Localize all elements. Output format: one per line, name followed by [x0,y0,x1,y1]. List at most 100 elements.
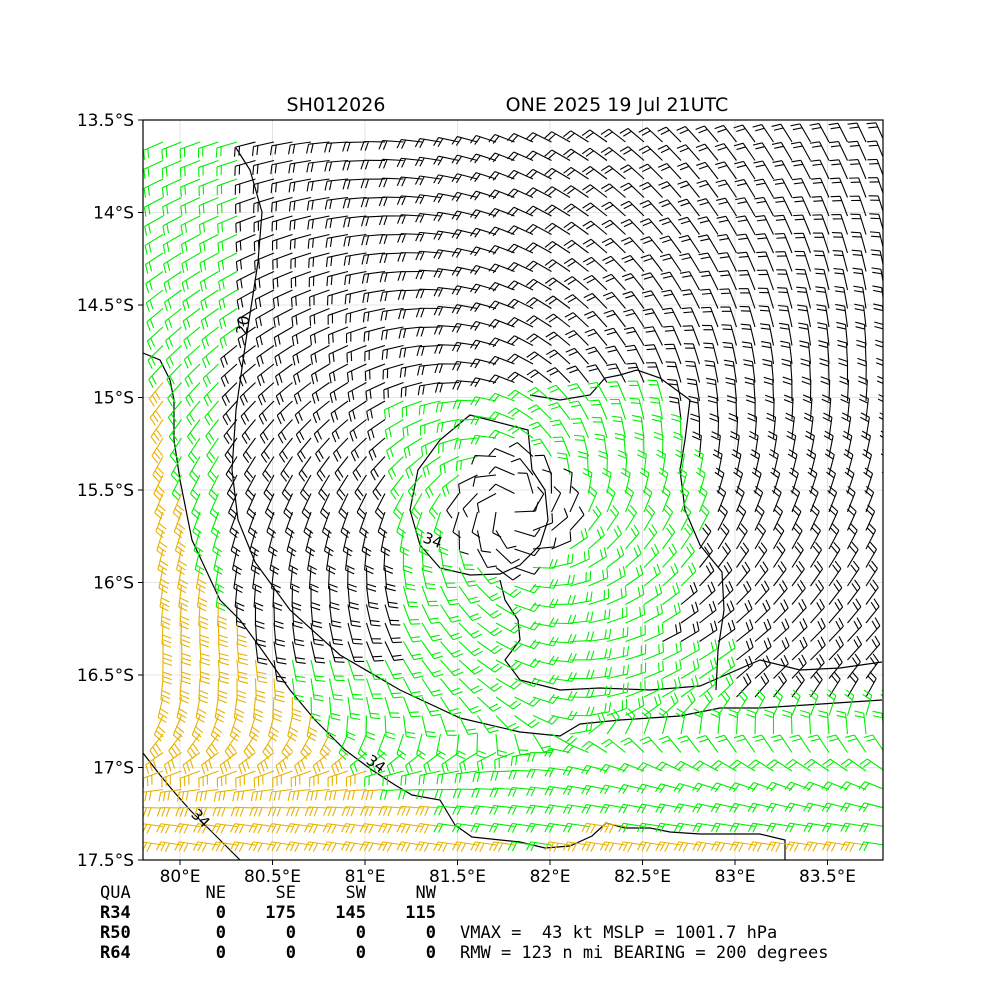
wind-barb [563,258,589,272]
wind-barb [786,430,797,457]
wind-barb [361,233,386,246]
wind-barb [180,622,191,648]
wind-barb [680,640,700,661]
wind-barb [799,340,812,365]
wind-barb [602,291,626,309]
wind-barb [341,806,367,817]
wind-barb [199,641,211,666]
wind-barb [676,125,700,143]
wind-barb [266,511,277,539]
wind-barb [681,307,701,328]
x-tick-label: 82°E [530,867,571,887]
wind-barb [863,859,865,860]
wind-barb [885,636,898,660]
radius-cell: 175 [265,903,296,923]
wind-barb [643,660,664,680]
wind-barb [359,511,369,539]
wind-barb [629,397,645,420]
wind-barb [342,159,367,171]
wind-barb [365,604,381,627]
wind-barb [525,132,552,143]
radius-cell: 145 [335,903,366,923]
wind-barb [625,564,644,587]
wind-barb [187,419,201,445]
wind-barb [230,806,256,817]
wind-barb [514,715,540,729]
wind-barb [858,802,883,813]
wind-barb [458,530,469,555]
wind-barb [855,321,867,346]
wind-barb [771,859,773,860]
wind-barb [152,456,164,483]
wind-barb [824,449,835,476]
radius-cell: 115 [405,903,436,923]
wind-barb [532,486,545,513]
wind-barb [582,184,608,198]
wind-barb [717,673,734,698]
wind-barb [526,333,552,346]
wind-barb [233,567,244,594]
wind-barb [588,547,607,568]
wind-barb [880,689,883,697]
wind-barb [288,178,312,193]
wind-barb [360,196,386,208]
wind-barb [784,802,811,813]
wind-barb [201,752,219,775]
wind-barb [859,758,883,771]
wind-barb [836,710,849,735]
wind-barb [451,841,478,852]
wind-barb [470,805,497,816]
wind-barb [293,363,312,385]
wind-barb [180,215,201,235]
wind-barb [601,467,612,494]
wind-barb [168,419,182,445]
wind-barb [177,567,188,594]
wind-barb [662,307,682,328]
wind-barb [471,455,497,465]
wind-barb [753,485,764,513]
wind-barb [733,142,756,161]
wind-barb [162,659,173,685]
wind-barb [777,287,793,309]
wind-barb [436,418,460,433]
wind-barb [526,351,552,365]
wind-barb [849,177,867,198]
contour-20 [231,147,883,737]
wind-barb [327,326,349,345]
wind-barb [151,437,164,464]
wind-barb [304,823,330,834]
wind-barb [569,720,593,735]
wind-barb [310,641,326,664]
wind-barb [488,374,515,385]
wind-barb [356,493,367,520]
wind-barb [252,696,264,723]
wind-barb [752,734,774,753]
wind-barb [643,623,664,643]
wind-barb [143,197,164,217]
wind-barb [644,344,664,365]
wind-barb [377,823,404,834]
wind-barb [625,605,646,624]
wind-barb [168,733,182,759]
wind-barb [736,523,748,550]
wind-barb [733,124,756,143]
wind-barb [439,456,460,476]
wind-barb [238,363,256,387]
wind-barb [849,195,867,217]
wind-barb [662,659,682,679]
wind-barb [754,523,767,550]
wind-barb [526,369,552,383]
wind-barb [606,606,628,624]
wind-barb [494,751,515,770]
wind-barb [773,618,790,642]
wind-barb [182,752,201,775]
wind-barb [297,437,312,463]
wind-barb [338,493,349,520]
wind-barb [182,308,201,331]
wind-barb [673,841,700,852]
wind-barb [365,585,379,610]
wind-barb [147,345,164,369]
wind-barb [828,617,844,642]
wind-barb [673,803,700,814]
wind-barb [606,586,627,606]
